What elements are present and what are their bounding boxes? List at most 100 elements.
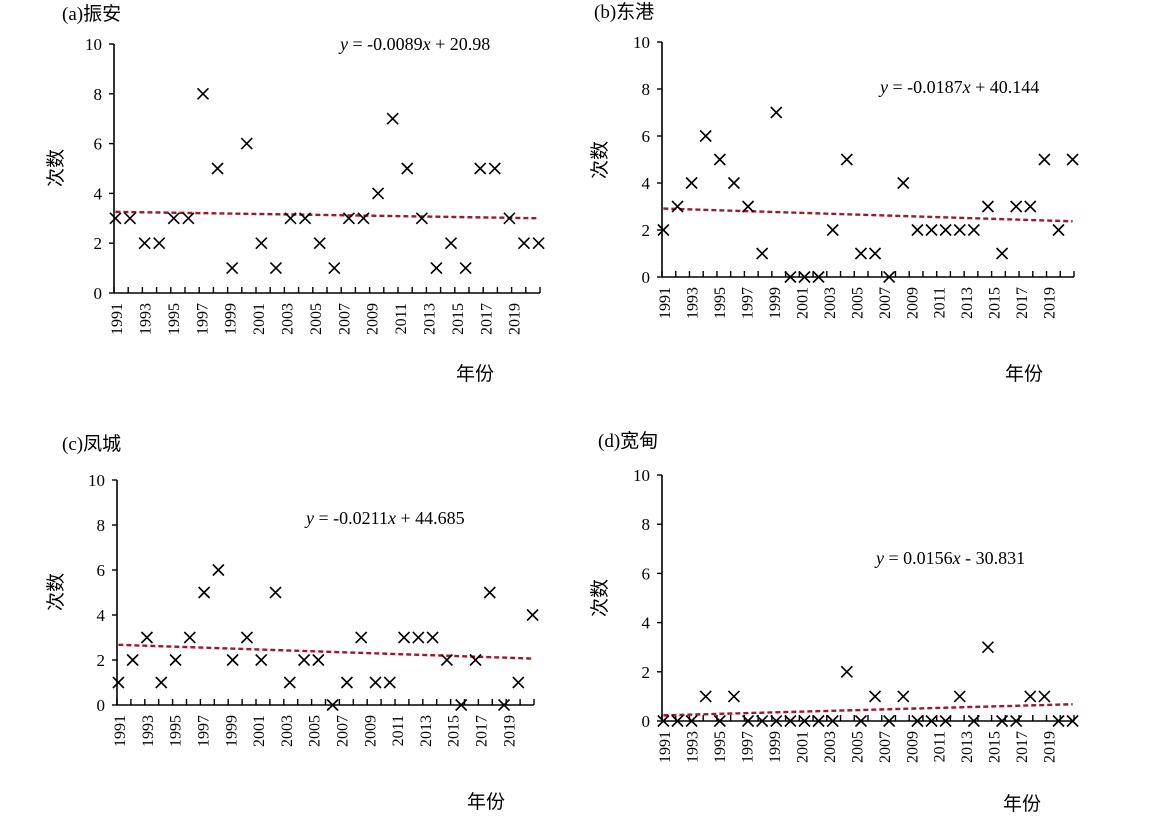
trend-equation: y = -0.0089x + 20.98 <box>338 34 490 54</box>
data-point-2015 <box>455 698 468 712</box>
data-point-2012 <box>953 690 966 703</box>
y-tick-label: 10 <box>633 466 650 485</box>
x-tick-label: 1997 <box>739 287 756 319</box>
data-point-2020 <box>1066 714 1079 728</box>
x-tick-label: 1999 <box>767 287 784 319</box>
trend-equation: y = -0.0211x + 44.685 <box>304 508 465 528</box>
trend-equation: y = -0.0187x + 40.144 <box>878 77 1039 97</box>
data-point-2020 <box>526 608 539 622</box>
x-tick-label: 2011 <box>932 287 949 318</box>
data-point-2007 <box>342 212 355 225</box>
panel-title: (a)振安 <box>62 3 121 25</box>
y-tick-label: 10 <box>633 33 650 52</box>
data-point-2013 <box>967 223 980 237</box>
y-tick-label: 0 <box>94 284 103 303</box>
data-point-2019 <box>517 237 531 250</box>
data-point-1991 <box>657 223 670 237</box>
data-point-2019 <box>512 676 525 689</box>
x-tick-label: 2011 <box>390 715 407 746</box>
data-point-2006 <box>868 690 882 703</box>
data-point-2016 <box>474 162 487 175</box>
chart-panel-2: (b)东港 0 2 4 6 8 10 1991 1993 1995 1997 1999 2001 2003… <box>589 1 1079 385</box>
y-axis-title: 次数 <box>45 573 67 611</box>
data-point-2010 <box>925 223 938 237</box>
y-tick-label: 6 <box>97 561 106 580</box>
x-tick-label: 2017 <box>1014 287 1031 319</box>
y-tick-label: 6 <box>642 564 651 583</box>
data-point-1999 <box>226 262 239 275</box>
data-point-2009 <box>372 187 385 200</box>
data-point-2001 <box>255 653 268 667</box>
data-point-1991 <box>112 676 125 689</box>
x-tick-label: 2015 <box>446 715 463 747</box>
x-tick-label: 1997 <box>739 731 756 763</box>
y-tick-label: 6 <box>94 135 103 154</box>
data-point-2016 <box>1010 714 1023 728</box>
y-tick-label: 4 <box>97 606 106 625</box>
x-tick-label: 2009 <box>904 731 921 763</box>
x-tick-label: 2019 <box>1042 731 1059 763</box>
data-point-1992 <box>123 212 137 225</box>
panel-title: (d)宽甸 <box>598 430 658 452</box>
x-tick-label: 2017 <box>473 715 490 747</box>
data-point-1999 <box>770 106 783 119</box>
data-point-2015 <box>996 714 1009 728</box>
data-point-2002 <box>812 270 825 284</box>
y-axis-title: 次数 <box>45 149 67 187</box>
trend-equation: y = 0.0156x - 30.831 <box>874 548 1025 568</box>
trend-line <box>663 703 1073 717</box>
data-point-2000 <box>784 270 797 284</box>
x-tick-label: 1993 <box>685 731 702 763</box>
data-point-2008 <box>897 176 910 190</box>
x-tick-label: 1993 <box>140 715 157 747</box>
data-point-2009 <box>911 714 924 728</box>
data-point-2015 <box>459 262 472 275</box>
x-tick-label: 2015 <box>450 303 467 335</box>
x-tick-label: 2013 <box>418 715 435 747</box>
data-point-2014 <box>981 200 995 213</box>
y-tick-label: 4 <box>642 614 651 633</box>
data-point-2010 <box>383 676 396 689</box>
data-point-2020 <box>532 237 545 250</box>
data-point-2004 <box>840 153 853 166</box>
data-point-2017 <box>488 162 501 175</box>
y-tick-label: 8 <box>642 515 651 534</box>
x-tick-label: 1997 <box>194 303 211 335</box>
data-point-2005 <box>854 714 868 728</box>
data-point-1992 <box>126 653 139 667</box>
trend-line <box>663 207 1073 223</box>
data-point-2003 <box>284 212 297 225</box>
x-tick-label: 2013 <box>959 731 976 763</box>
x-tick-label: 1999 <box>223 715 240 747</box>
x-tick-label: 2019 <box>507 303 524 335</box>
data-point-2011 <box>939 223 952 237</box>
data-point-1992 <box>671 714 684 728</box>
y-tick-label: 6 <box>642 127 651 146</box>
y-tick-label: 2 <box>642 221 651 240</box>
data-point-2002 <box>269 586 282 599</box>
data-point-1999 <box>226 653 239 667</box>
x-tick-label: 2009 <box>904 287 921 319</box>
data-point-2000 <box>240 137 253 150</box>
data-point-1997 <box>198 586 211 599</box>
data-point-2006 <box>868 247 882 260</box>
data-point-2016 <box>469 653 482 667</box>
data-point-1998 <box>756 714 769 728</box>
x-tick-label: 2007 <box>334 715 351 747</box>
data-point-2008 <box>897 690 910 703</box>
data-point-2014 <box>440 653 453 667</box>
data-point-2006 <box>328 262 341 275</box>
data-point-1995 <box>167 212 180 225</box>
data-point-2001 <box>798 270 811 284</box>
data-point-2005 <box>313 237 326 250</box>
x-tick-label: 2013 <box>422 303 439 335</box>
data-point-2012 <box>953 223 966 237</box>
chart-panel-3: (c)凤城 0 2 4 6 8 10 1991 1993 1995 1997 1999 2001 2003… <box>45 433 539 813</box>
y-axis-title: 次数 <box>589 579 611 617</box>
data-point-2003 <box>283 676 296 689</box>
y-tick-label: 10 <box>85 35 102 54</box>
data-point-1997 <box>741 714 755 728</box>
data-point-1998 <box>212 563 225 577</box>
x-tick-label: 2019 <box>1042 287 1059 319</box>
data-point-2001 <box>255 237 268 250</box>
